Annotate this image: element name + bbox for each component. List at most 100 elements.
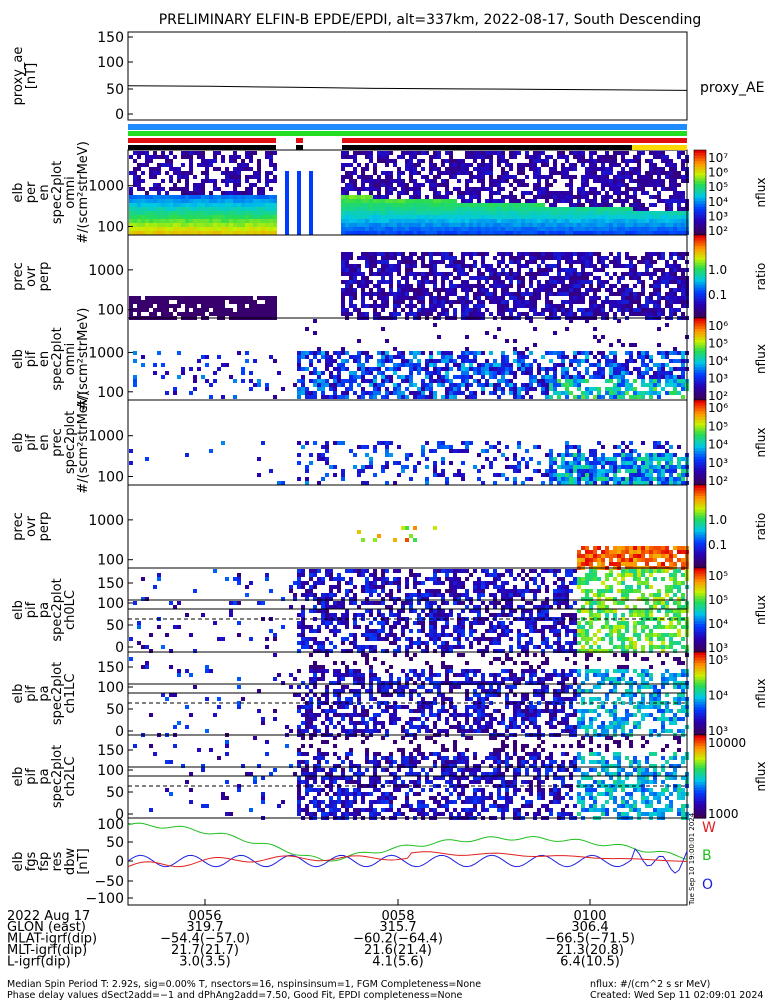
- spectrogram-cell: [577, 280, 581, 284]
- spectrogram-cell: [541, 219, 545, 223]
- spectrogram-cell: [309, 175, 313, 179]
- spectrogram-cell: [181, 155, 185, 159]
- spectrogram-cell: [409, 231, 413, 235]
- spectrogram-cell: [241, 231, 245, 235]
- spectrogram-cell: [661, 546, 665, 550]
- spectrogram-cell: [349, 276, 353, 280]
- spectrogram-cell: [601, 312, 605, 316]
- spectrogram-cell: [361, 207, 365, 211]
- spectrogram-cell: [617, 175, 621, 179]
- spectrogram-cell: [345, 256, 349, 260]
- spectrogram-cell: [473, 260, 477, 264]
- spectrogram-cell: [381, 288, 385, 292]
- spectrogram-cell: [557, 453, 561, 457]
- spectrogram-cell: [417, 187, 421, 191]
- spectrogram-cell: [333, 375, 337, 379]
- spectrogram-cell: [253, 195, 257, 199]
- spectrogram-cell: [417, 387, 421, 391]
- spectrogram-cell: [589, 211, 593, 215]
- spectrogram-cell: [633, 546, 637, 550]
- spectrogram-cell: [225, 203, 229, 207]
- spectrogram-cell: [237, 312, 241, 316]
- spectrogram-cell: [533, 211, 537, 215]
- spectrogram-cell: [381, 272, 385, 276]
- spectrogram-cell: [509, 387, 513, 391]
- spectrogram-cell: [493, 227, 497, 231]
- spectrogram-cell: [433, 288, 437, 292]
- spectrogram-cell: [209, 199, 213, 203]
- spectrogram-cell: [629, 223, 633, 227]
- spectrogram-cell: [537, 191, 541, 195]
- spectrogram-cell: [169, 195, 173, 199]
- spectrogram-cell: [433, 323, 437, 327]
- spectrogram-cell: [345, 284, 349, 288]
- spectrogram-cell: [505, 304, 509, 308]
- spectrogram-cell: [141, 219, 145, 223]
- spectrogram-cell: [145, 151, 149, 155]
- spectrogram-cell: [453, 387, 457, 391]
- spectrogram-cell: [385, 441, 389, 445]
- spectrogram-cell: [161, 187, 165, 191]
- spectrogram-cell: [389, 272, 393, 276]
- spectrogram-cell: [305, 465, 309, 469]
- spectrogram-cell: [485, 199, 489, 203]
- spectrogram-cell: [421, 151, 425, 155]
- spectrogram-cell: [485, 367, 489, 371]
- spectrogram-cell: [413, 260, 417, 264]
- spectrogram-cell: [533, 187, 537, 191]
- spectrogram-cell: [597, 288, 601, 292]
- spectrogram-cell: [653, 292, 657, 296]
- spectrogram-cell: [345, 175, 349, 179]
- spectrogram-cell: [549, 191, 553, 195]
- spectrogram-cell: [205, 300, 209, 304]
- spectrogram-cell: [305, 477, 309, 481]
- spectrogram-cell: [581, 183, 585, 187]
- spectrogram-cell: [237, 211, 241, 215]
- spectrogram-cell: [245, 308, 249, 312]
- spectrogram-cell: [505, 477, 509, 481]
- spectrogram-cell: [613, 387, 617, 391]
- spectrogram-cell: [205, 167, 209, 171]
- spectrogram-cell: [365, 227, 369, 231]
- spectrogram-cell: [249, 211, 253, 215]
- spectrogram-cell: [553, 351, 557, 355]
- spectrogram-cell: [385, 280, 389, 284]
- spectrogram-cell: [537, 252, 541, 256]
- spectrogram-cell: [617, 199, 621, 203]
- spectrogram-cell: [185, 187, 189, 191]
- spectrogram-cell: [165, 308, 169, 312]
- spectrogram-cell: [557, 191, 561, 195]
- spectrogram-cell: [569, 223, 573, 227]
- spectrogram-cell: [373, 195, 377, 199]
- spectrogram-cell: [509, 211, 513, 215]
- colorbar-cell: [694, 301, 706, 305]
- spectrogram-cell: [409, 296, 413, 300]
- spectrogram-cell: [481, 264, 485, 268]
- spectrogram-cell: [365, 445, 369, 449]
- spectrogram-cell: [641, 211, 645, 215]
- spectrogram-cell: [329, 465, 333, 469]
- spectrogram-cell: [225, 308, 229, 312]
- spectrogram-cell: [385, 219, 389, 223]
- spectrogram-cell: [605, 355, 609, 359]
- spectrogram-cell: [533, 304, 537, 308]
- spectrogram-cell: [525, 477, 529, 481]
- spectrogram-cell: [665, 469, 669, 473]
- spectrogram-cell: [201, 207, 205, 211]
- spectrogram-cell: [485, 211, 489, 215]
- spectrogram-cell: [493, 256, 497, 260]
- spectrogram-cell: [189, 163, 193, 167]
- spectrogram-cell: [545, 395, 549, 399]
- spectrogram-cell: [249, 223, 253, 227]
- spectrogram-cell: [177, 211, 181, 215]
- spectrogram-cell: [609, 363, 613, 367]
- spectrogram-cell: [413, 195, 417, 199]
- spectrogram-cell: [545, 453, 549, 457]
- spectrogram-cell: [597, 391, 601, 395]
- spectrogram-cell: [477, 383, 481, 387]
- spectrogram-cell: [653, 187, 657, 191]
- spectrogram-cell: [213, 227, 217, 231]
- spectrogram-cell: [161, 296, 165, 300]
- spectrogram-cell: [453, 264, 457, 268]
- spectrogram-cell: [489, 155, 493, 159]
